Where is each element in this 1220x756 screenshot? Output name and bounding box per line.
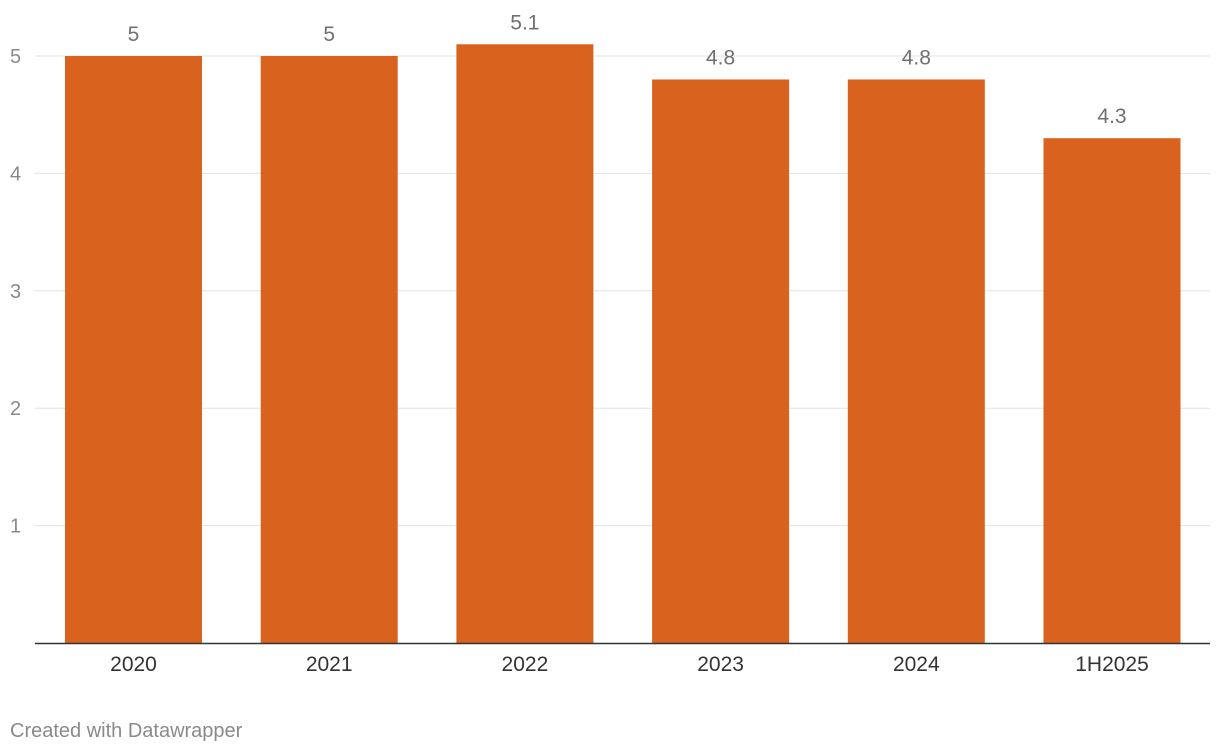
y-tick-label: 5 (10, 46, 21, 68)
x-axis-ticks: 2020 2021 2022 2023 2024 1H2025 (110, 653, 1149, 676)
x-tick-label: 2020 (110, 653, 157, 676)
bar-2022 (456, 44, 594, 643)
bars (65, 44, 1181, 644)
x-tick-label: 2022 (502, 653, 549, 676)
y-tick-label: 4 (10, 163, 21, 185)
bar-2024 (847, 79, 985, 644)
y-tick-label: 1 (10, 516, 21, 538)
value-labels: 5 5 5.1 4.8 4.8 4.3 (128, 11, 1127, 128)
value-label: 5 (128, 23, 140, 46)
value-label: 4.8 (706, 46, 735, 69)
x-tick-label: 1H2025 (1075, 653, 1149, 676)
bar-2020 (65, 56, 202, 643)
bar-1H2025 (1043, 138, 1181, 643)
datawrapper-credit: Created with Datawrapper (10, 720, 243, 742)
y-tick-label: 3 (10, 281, 21, 303)
value-label: 5.1 (510, 11, 539, 34)
bar-2023 (652, 79, 790, 644)
value-label: 5 (323, 23, 335, 46)
y-axis-ticks: 1 2 3 4 5 (10, 46, 21, 538)
y-tick-label: 2 (10, 398, 21, 420)
gridlines (35, 55, 1210, 527)
x-tick-label: 2023 (697, 653, 744, 676)
value-label: 4.3 (1097, 105, 1126, 128)
x-tick-label: 2024 (893, 653, 940, 676)
value-label: 4.8 (902, 46, 931, 69)
bar-2021 (260, 56, 398, 643)
x-tick-label: 2021 (306, 653, 353, 676)
